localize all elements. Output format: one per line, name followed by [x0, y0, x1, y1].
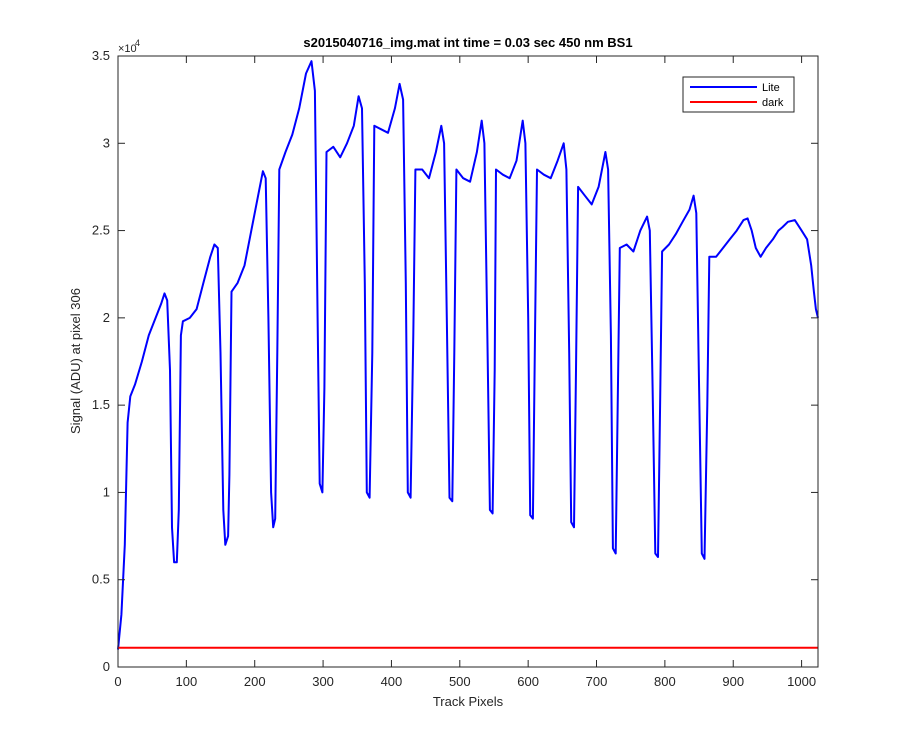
legend-label-lite: Lite — [762, 82, 780, 94]
x-tick-label: 300 — [312, 674, 334, 689]
legend: Lite dark — [682, 76, 795, 113]
y-tick-label: 0 — [103, 659, 110, 674]
series-layer — [117, 60, 819, 650]
y-tick-label: 1.5 — [92, 397, 110, 412]
x-tick-label: 400 — [381, 674, 403, 689]
y-tick-label: 2 — [103, 310, 110, 325]
y-tick-label: 0.5 — [92, 572, 110, 587]
chart-title: s2015040716_img.mat int time = 0.03 sec … — [303, 35, 632, 50]
x-tick-label: 500 — [449, 674, 471, 689]
legend-box — [682, 76, 795, 113]
y-multiplier-exponent: 4 — [135, 38, 140, 48]
legend-label-dark: dark — [762, 97, 784, 109]
axes-frame — [117, 55, 819, 668]
y-axis-label: Signal (ADU) at pixel 306 — [68, 288, 83, 434]
y-tick-label: 3 — [103, 135, 110, 150]
x-tick-label: 200 — [244, 674, 266, 689]
x-axis-label: Track Pixels — [433, 694, 504, 709]
y-tick-label: 1 — [103, 484, 110, 499]
x-tick-label: 0 — [114, 674, 121, 689]
plot-area — [118, 56, 818, 667]
y-tick-label: 3.5 — [92, 48, 110, 63]
axes-layer: 0 100 200 300 400 500 600 700 800 900 1000 0 0.5 1 1.5… — [92, 48, 819, 689]
x-tick-label: 600 — [517, 674, 539, 689]
x-tick-label: 700 — [586, 674, 608, 689]
y-tick-label: 2.5 — [92, 223, 110, 238]
x-tick-label: 100 — [176, 674, 198, 689]
x-tick-label: 900 — [722, 674, 744, 689]
y-multiplier-base: ×10 — [118, 43, 137, 55]
series-line-lite — [117, 60, 819, 650]
x-tick-label: 800 — [654, 674, 676, 689]
x-tick-label: 1000 — [787, 674, 816, 689]
y-axis-multiplier: ×10 4 — [118, 38, 140, 55]
